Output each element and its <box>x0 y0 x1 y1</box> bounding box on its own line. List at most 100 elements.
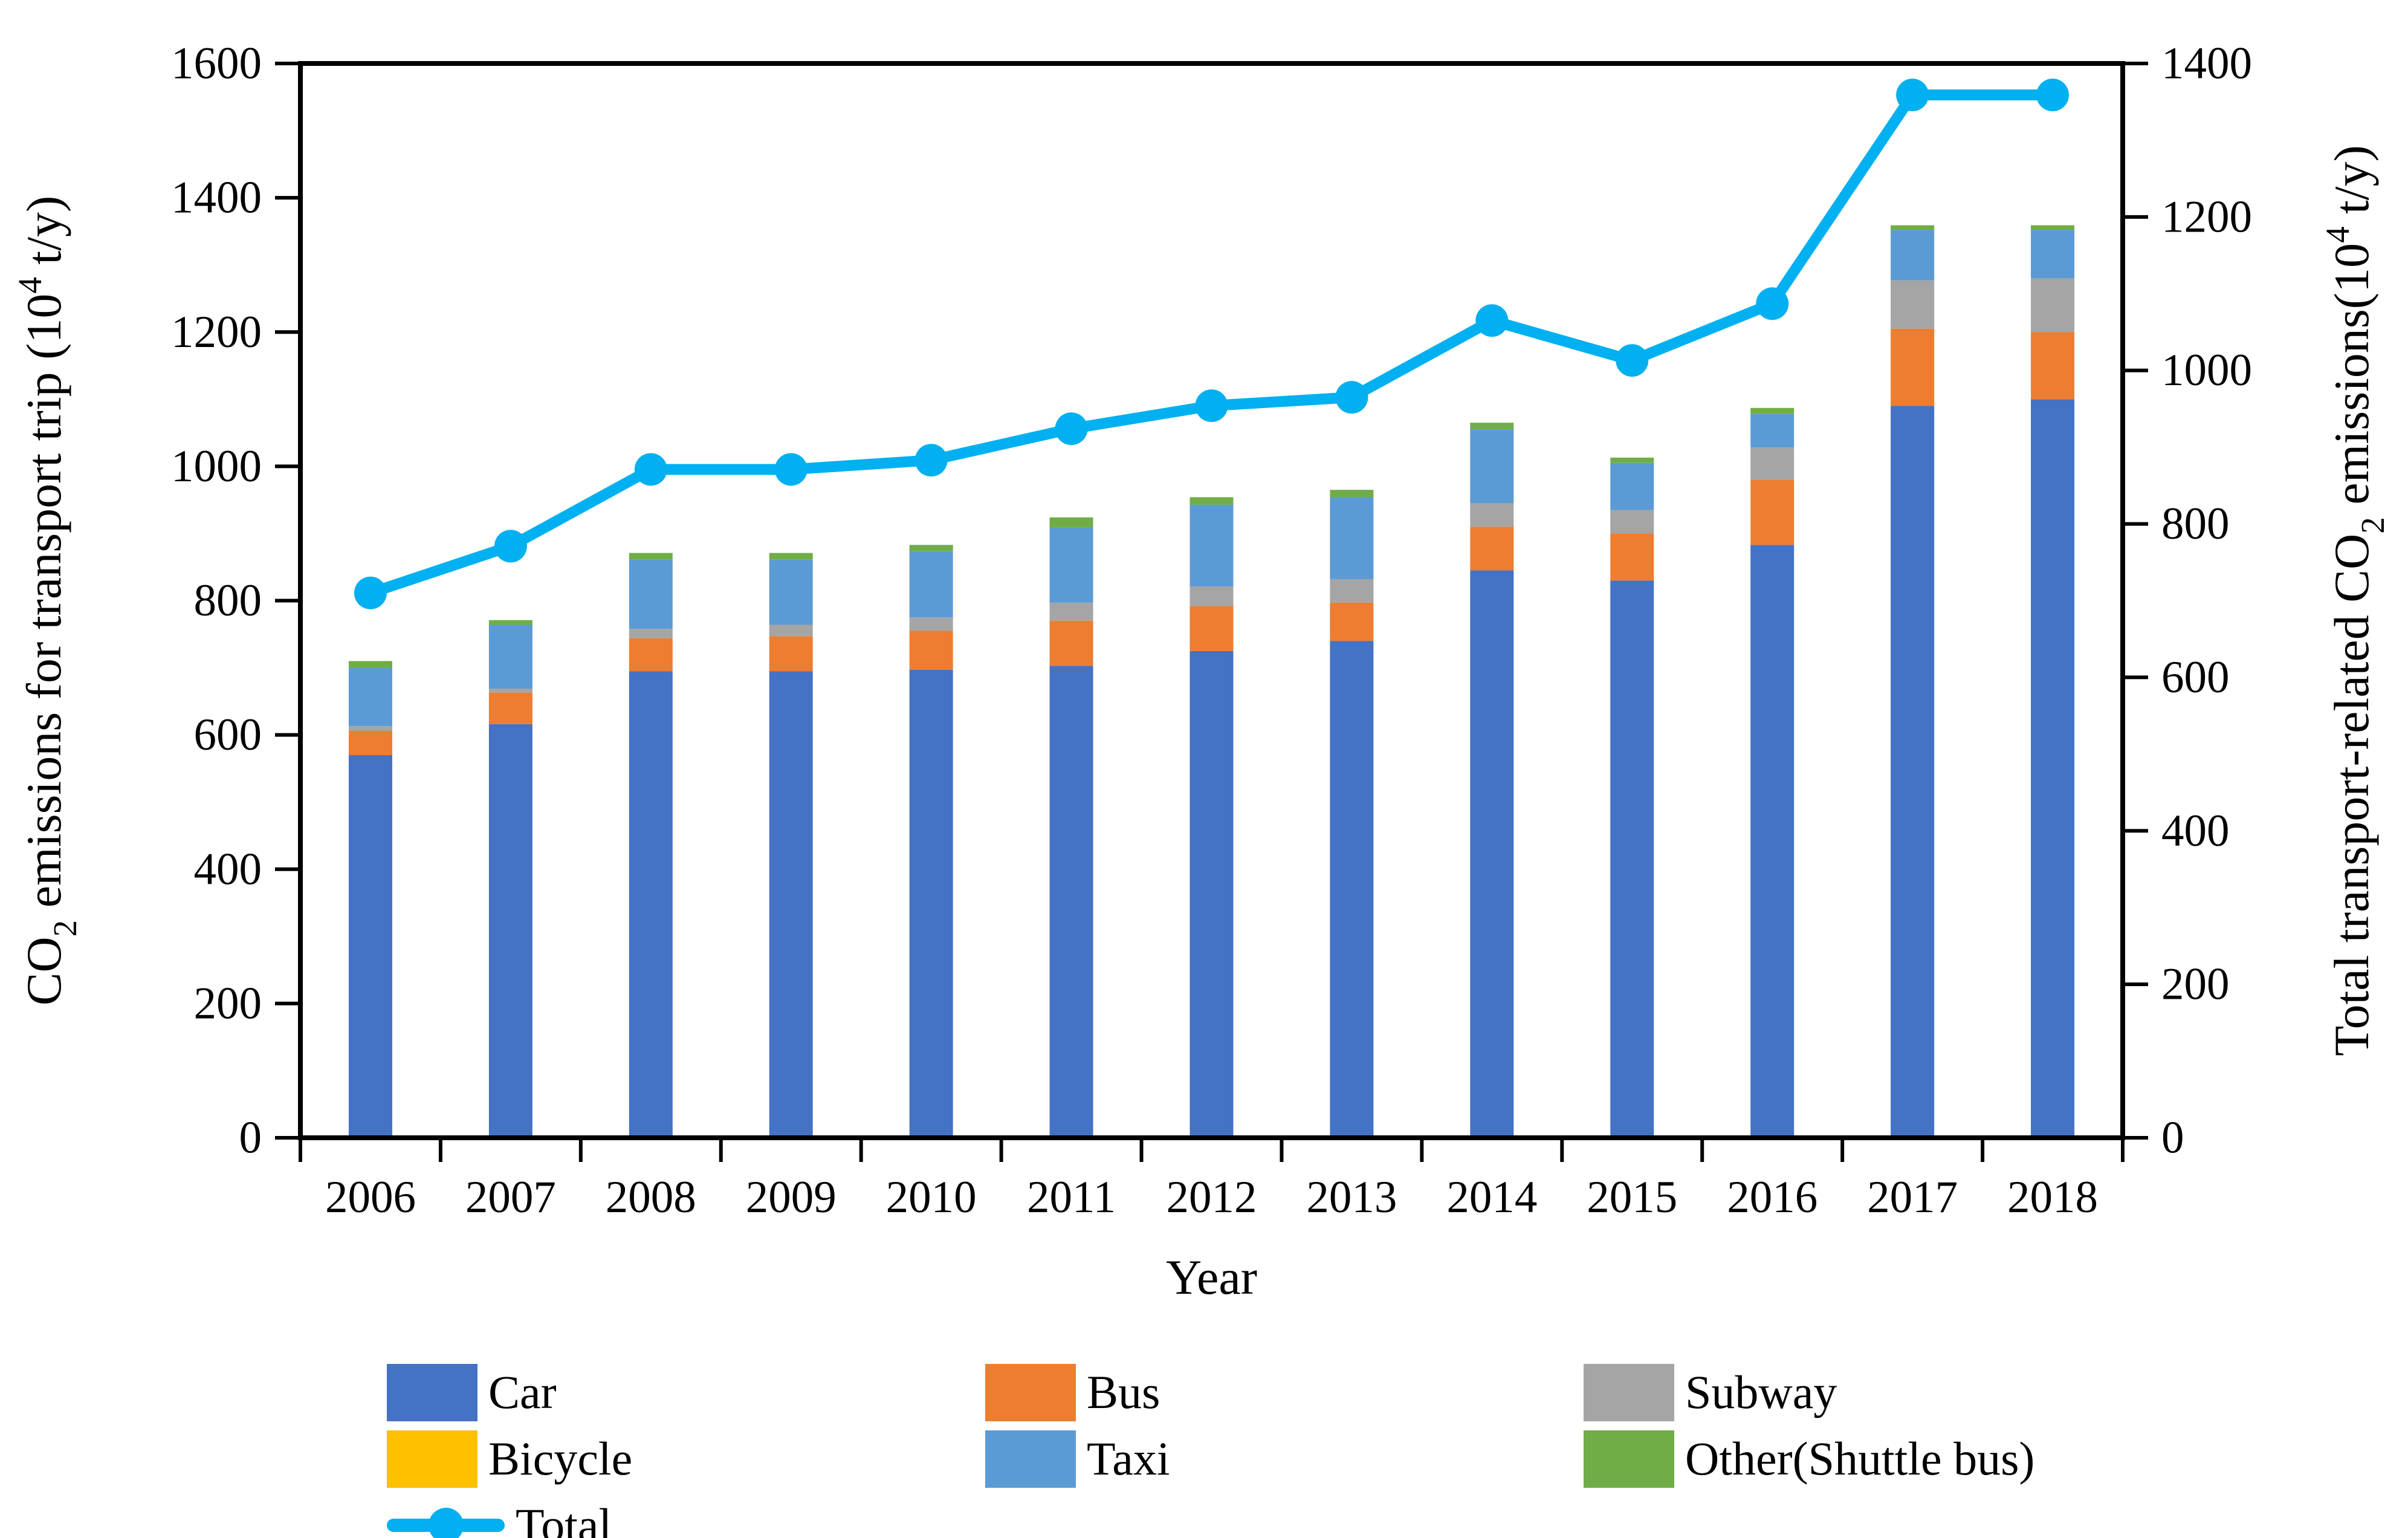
legend-row-1: Car Bus Subway <box>387 1359 2034 1426</box>
bar-segment-car-2017 <box>1891 406 1935 1138</box>
bar-segment-car-2016 <box>1750 545 1795 1138</box>
bar-segment-car-2011 <box>1049 666 1093 1138</box>
bar-segment-other-2016 <box>1750 407 1795 414</box>
total-marker-2011 <box>1055 412 1088 446</box>
bar-segment-car-2018 <box>2031 399 2075 1138</box>
bar-segment-taxi-2006 <box>348 667 392 727</box>
bar-segment-bus-2009 <box>769 636 813 672</box>
bar-segment-bus-2014 <box>1470 527 1514 571</box>
legend-swatch-taxi <box>985 1430 1076 1488</box>
total-marker-2017 <box>1896 79 1929 112</box>
bar-segment-subway-2008 <box>629 629 673 638</box>
bar-segment-other-2014 <box>1470 423 1514 430</box>
legend-swatch-bicycle <box>387 1430 477 1488</box>
bar-segment-subway-2015 <box>1610 510 1654 534</box>
bar-segment-taxi-2009 <box>769 559 813 625</box>
y-left-tick-label: 800 <box>194 576 262 626</box>
y-left-axis-title: CO2 emissions for transport trip (104 t/… <box>11 196 83 1006</box>
x-tick-label: 2012 <box>1167 1172 1257 1222</box>
legend-swatch-bus <box>985 1363 1076 1421</box>
bar-segment-bus-2008 <box>629 638 673 672</box>
legend-row-3: Total <box>387 1492 2034 1538</box>
bar-segment-car-2014 <box>1470 570 1514 1138</box>
bar-segment-subway-2009 <box>769 625 813 637</box>
bar-segment-bus-2015 <box>1610 533 1654 581</box>
legend-row-2: Bicycle Taxi Other(Shuttle bus) <box>387 1426 2034 1492</box>
y-left-tick-label: 600 <box>194 710 262 760</box>
legend-label-taxi: Taxi <box>1087 1432 1170 1485</box>
x-tick-label: 2013 <box>1306 1172 1397 1222</box>
total-marker-2008 <box>634 453 667 486</box>
bar-segment-taxi-2007 <box>488 625 532 689</box>
y-right-tick-label: 0 <box>2161 1113 2184 1163</box>
bar-segment-bus-2007 <box>488 692 532 724</box>
legend-label-car: Car <box>488 1366 557 1418</box>
x-tick-label: 2008 <box>606 1172 696 1222</box>
bar-segment-subway-2011 <box>1049 602 1093 621</box>
bar-segment-bus-2018 <box>2031 332 2075 400</box>
bar-segment-other-2006 <box>348 661 392 668</box>
bar-segment-other-2010 <box>909 545 953 551</box>
bar-segment-other-2007 <box>488 620 532 625</box>
y-left-tick-label: 1400 <box>171 173 262 223</box>
bar-segment-taxi-2010 <box>909 551 953 618</box>
bar-segment-taxi-2015 <box>1610 462 1654 510</box>
bar-segment-bus-2013 <box>1330 602 1374 641</box>
bar-segment-other-2012 <box>1189 497 1234 505</box>
legend-item-car: Car <box>387 1363 985 1421</box>
bar-segment-bus-2012 <box>1189 606 1234 651</box>
bar-segment-subway-2018 <box>2031 278 2075 333</box>
bar-segment-other-2008 <box>629 553 673 560</box>
legend-marker-total-line-icon <box>387 1497 505 1538</box>
legend-label-other: Other(Shuttle bus) <box>1685 1432 2035 1485</box>
bar-segment-taxi-2018 <box>2031 230 2075 279</box>
bar-segment-subway-2017 <box>1891 280 1935 329</box>
total-marker-2007 <box>494 530 527 563</box>
total-marker-2009 <box>774 453 808 486</box>
bar-segment-subway-2014 <box>1470 503 1514 527</box>
bar-segment-taxi-2011 <box>1049 527 1093 603</box>
y-right-axis-title: Total transport-related CO2 emissions(10… <box>2319 145 2391 1056</box>
total-marker-2015 <box>1616 344 1649 377</box>
x-tick-label: 2017 <box>1867 1172 1958 1222</box>
bar-segment-other-2017 <box>1891 225 1935 230</box>
bar-segment-taxi-2013 <box>1330 497 1374 579</box>
legend-item-bus: Bus <box>985 1363 1584 1421</box>
legend-item-bicycle: Bicycle <box>387 1430 985 1488</box>
y-left-tick-label: 0 <box>239 1113 262 1163</box>
total-marker-2018 <box>2036 79 2070 112</box>
x-tick-label: 2007 <box>465 1172 556 1222</box>
bar-segment-other-2018 <box>2031 225 2075 230</box>
x-tick-label: 2015 <box>1587 1172 1677 1222</box>
y-right-tick-label: 400 <box>2161 806 2230 856</box>
x-tick-label: 2018 <box>2007 1172 2098 1222</box>
legend-label-bus: Bus <box>1087 1366 1160 1418</box>
bar-segment-subway-2016 <box>1750 447 1795 480</box>
legend-item-subway: Subway <box>1584 1363 1837 1421</box>
y-left-tick-label: 1000 <box>171 441 262 492</box>
y-right-tick-label: 1200 <box>2161 192 2252 242</box>
x-tick-label: 2014 <box>1446 1172 1537 1222</box>
y-left-tick-label: 1200 <box>171 307 262 357</box>
y-right-tick-label: 1000 <box>2161 345 2252 395</box>
bar-segment-other-2011 <box>1049 517 1093 528</box>
legend: Car Bus Subway Bicycle Taxi Other(S <box>387 1359 2034 1538</box>
bar-segment-subway-2007 <box>488 688 532 693</box>
bar-segment-bus-2017 <box>1891 328 1935 406</box>
bar-segment-taxi-2016 <box>1750 414 1795 448</box>
total-marker-2010 <box>914 444 948 477</box>
x-tick-label: 2016 <box>1727 1172 1817 1222</box>
legend-item-total: Total <box>387 1497 612 1538</box>
bar-segment-taxi-2014 <box>1470 429 1514 504</box>
bar-segment-subway-2006 <box>348 726 392 731</box>
bar-segment-other-2015 <box>1610 457 1654 463</box>
x-axis-title: Year <box>1166 1250 1257 1305</box>
bar-segment-taxi-2008 <box>629 559 673 629</box>
bar-segment-bus-2010 <box>909 631 953 670</box>
total-marker-2006 <box>354 576 387 609</box>
bar-segment-bus-2011 <box>1049 620 1093 666</box>
bar-segment-car-2006 <box>348 754 392 1138</box>
y-right-tick-label: 800 <box>2161 499 2230 549</box>
